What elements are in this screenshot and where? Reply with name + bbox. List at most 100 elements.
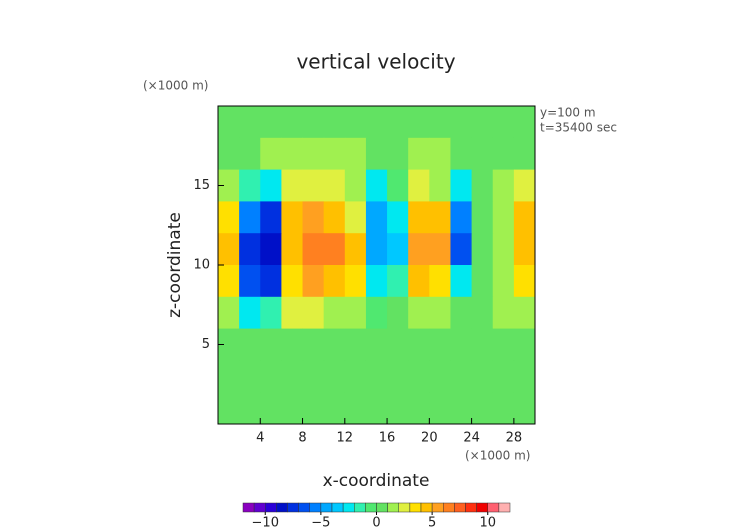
colorbar-swatch — [443, 502, 455, 513]
heat-cell — [239, 392, 261, 425]
heat-cell — [429, 137, 451, 171]
heat-cell — [408, 360, 430, 393]
colorbar-swatch — [365, 502, 377, 513]
heat-cell — [260, 137, 282, 171]
heat-cell — [387, 201, 409, 234]
colorbar-swatch — [298, 502, 310, 513]
x-tick-label: 20 — [421, 431, 438, 446]
heat-cell — [218, 201, 240, 234]
y-tick-label: 15 — [193, 178, 210, 193]
heat-cell — [492, 328, 515, 361]
heat-cell — [344, 296, 367, 330]
heat-cell — [302, 137, 325, 171]
y-axis-label: z-coordinate — [165, 212, 185, 318]
heat-cell — [281, 360, 304, 393]
heat-cell — [471, 106, 494, 139]
heat-cell — [513, 137, 536, 171]
heat-cell — [408, 296, 430, 330]
x-tick-label: 4 — [256, 431, 264, 446]
heat-cell — [450, 392, 473, 425]
heat-cell — [513, 233, 536, 266]
x-unit: (×1000 m) — [465, 449, 530, 463]
heat-cell — [365, 169, 388, 202]
heat-cell — [281, 201, 304, 234]
heat-cell — [323, 392, 346, 425]
heat-cell — [281, 328, 304, 361]
heat-cell — [365, 296, 388, 330]
colorbar-swatch — [498, 502, 511, 513]
heat-cell — [365, 137, 388, 171]
heat-cell — [218, 296, 240, 330]
colorbar-swatch — [265, 502, 277, 513]
heat-cell — [408, 137, 430, 171]
heat-cell — [450, 106, 473, 139]
heat-cell — [513, 169, 536, 202]
colorbar-swatch — [409, 502, 422, 513]
heat-cell — [323, 296, 346, 330]
heat-cell — [239, 201, 261, 234]
colorbar-swatch — [320, 502, 333, 513]
heat-cell — [450, 201, 473, 234]
annotation: y=100 m — [540, 106, 596, 120]
heat-cell — [281, 233, 304, 266]
heat-cell — [365, 392, 388, 425]
heat-cell — [344, 360, 367, 393]
colorbar-swatch — [242, 502, 255, 513]
heat-cell — [450, 360, 473, 393]
heat-cell — [281, 137, 304, 171]
heat-cell — [387, 106, 409, 139]
heat-cell — [302, 265, 325, 298]
heat-cell — [260, 392, 282, 425]
heat-cell — [513, 265, 536, 298]
chart-title: vertical velocity — [296, 50, 455, 74]
heat-cell — [408, 233, 430, 266]
heat-cell — [429, 360, 451, 393]
heat-cell — [513, 392, 536, 425]
heat-cell — [471, 137, 494, 171]
heat-cell — [260, 233, 282, 266]
y-tick-label: 5 — [202, 337, 210, 352]
heat-cell — [344, 201, 367, 234]
heat-cell — [281, 169, 304, 202]
heat-cell — [471, 328, 494, 361]
heat-cell — [387, 233, 409, 266]
heat-cell — [365, 106, 388, 139]
colorbar-swatch — [331, 502, 344, 513]
x-axis-label: x-coordinate — [323, 471, 430, 491]
heat-cell — [260, 169, 282, 202]
heat-cell — [513, 328, 536, 361]
heat-cell — [408, 392, 430, 425]
heat-cell — [450, 137, 473, 171]
heat-cell — [323, 201, 346, 234]
heat-cell — [471, 233, 494, 266]
heat-cell — [260, 106, 282, 139]
heat-cell — [302, 360, 325, 393]
heat-cell — [365, 201, 388, 234]
colorbar-swatch — [387, 502, 399, 513]
heat-cell — [281, 296, 304, 330]
heat-cell — [239, 106, 261, 139]
heat-cell — [239, 137, 261, 171]
heat-cell — [492, 296, 515, 330]
heat-cell — [218, 106, 240, 139]
heat-cell — [365, 360, 388, 393]
heat-cell — [492, 233, 515, 266]
colorbar-swatch — [354, 502, 366, 513]
heat-cell — [365, 233, 388, 266]
heat-cell — [513, 296, 536, 330]
heat-cell — [471, 360, 494, 393]
colorbar-swatch — [465, 502, 477, 513]
heat-cell — [323, 169, 346, 202]
x-tick-label: 24 — [463, 431, 480, 446]
heat-cell — [344, 265, 367, 298]
heat-cell — [239, 360, 261, 393]
colorbar-swatch — [276, 502, 288, 513]
heat-cell — [323, 265, 346, 298]
heat-cell — [429, 201, 451, 234]
heat-cell — [260, 328, 282, 361]
heat-cell — [365, 328, 388, 361]
heat-cell — [387, 328, 409, 361]
heat-cell — [218, 233, 240, 266]
heat-cell — [323, 360, 346, 393]
